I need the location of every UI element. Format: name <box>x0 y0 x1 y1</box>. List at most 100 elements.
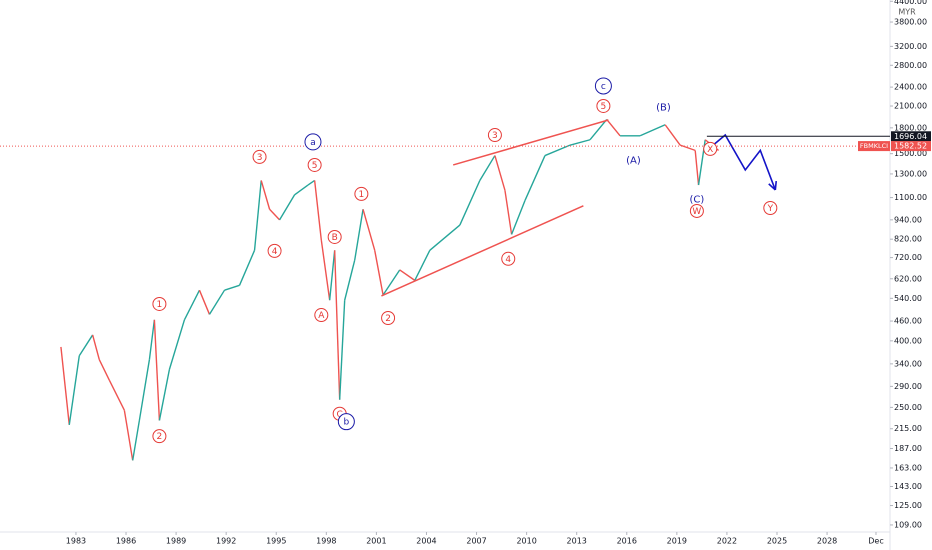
y-tick-label: 2400.00 <box>894 83 927 92</box>
x-tick-label: 2019 <box>667 537 687 546</box>
y-tick-label: 2100.00 <box>894 102 927 111</box>
x-tick-label: 1992 <box>216 537 236 546</box>
price-segment <box>148 319 156 360</box>
price-segment <box>589 119 608 141</box>
wave-label: b <box>343 418 349 428</box>
symbol-tag <box>858 141 890 152</box>
wave-circle <box>596 98 611 113</box>
price-segment <box>354 209 364 261</box>
price-segment <box>269 208 281 221</box>
price-segment <box>338 300 346 400</box>
x-tick-label: 1983 <box>66 537 86 546</box>
x-tick-label: 1989 <box>166 537 186 546</box>
y-tick-label: 940.00 <box>894 215 922 224</box>
price-segment <box>606 119 621 137</box>
wave-circle <box>763 201 778 216</box>
wave-circle <box>152 429 167 444</box>
x-tick-label: 2001 <box>366 537 386 546</box>
price-tag-label: 1582.52 <box>894 142 927 151</box>
projection-arrowhead <box>768 180 778 191</box>
wave-circle <box>594 77 612 95</box>
y-tick-label: 720.00 <box>894 253 922 262</box>
x-tick-label: 1998 <box>316 537 336 546</box>
y-tick-label: 1800.00 <box>894 123 927 132</box>
wave-label: c <box>601 82 606 92</box>
wave-label: W <box>692 207 701 217</box>
wave-label: C <box>337 410 343 420</box>
x-tick-label: 2028 <box>817 537 837 546</box>
y-tick-label: 1500.00 <box>894 149 927 158</box>
price-segment <box>183 289 201 321</box>
price-segment <box>253 180 262 251</box>
wave-circle <box>703 141 718 156</box>
wave-circle <box>381 310 396 325</box>
y-tick-label: 400.00 <box>894 336 922 345</box>
price-segment <box>168 319 186 370</box>
y-tick-label: 215.00 <box>894 424 922 433</box>
price-segment <box>224 284 240 291</box>
price-segment <box>78 334 94 357</box>
wave-circle <box>314 308 329 323</box>
y-tick-label: 460.00 <box>894 317 922 326</box>
wave-label: 4 <box>505 255 511 265</box>
price-segment <box>333 250 341 400</box>
x-tick-label: 2004 <box>416 537 436 546</box>
x-tick-label: Dec <box>868 537 883 546</box>
y-tick-label: 3800.00 <box>894 18 927 27</box>
price-segment <box>208 289 226 315</box>
y-tick-label: 4400.00 <box>894 0 927 6</box>
price-segment <box>382 269 401 296</box>
price-segment <box>91 334 100 360</box>
price-segment <box>138 359 151 421</box>
y-tick-label: 340.00 <box>894 359 922 368</box>
currency: MYR <box>898 8 916 17</box>
wave-circle <box>337 413 355 431</box>
wave-label: 5 <box>312 161 318 171</box>
wave-circle <box>327 229 342 244</box>
price-segment <box>278 194 296 221</box>
wave-circle <box>501 251 516 266</box>
wave-label: A <box>318 311 325 321</box>
wave-circle <box>689 203 704 218</box>
y-tick-label: 143.00 <box>894 482 922 491</box>
price-segment <box>664 124 681 146</box>
price-segment <box>414 250 431 281</box>
x-tick-label: 1986 <box>116 537 136 546</box>
y-tick-label: 250.00 <box>894 403 922 412</box>
price-segment <box>307 179 316 186</box>
price-segment <box>132 420 141 461</box>
price-segment <box>694 150 700 186</box>
y-tick-label: 187.00 <box>894 444 922 453</box>
wave-circle <box>252 149 267 164</box>
trendline <box>381 205 584 297</box>
wave-circle <box>487 128 502 143</box>
price-segment <box>108 379 125 411</box>
wave-label: (A) <box>626 155 641 166</box>
price-segment <box>494 155 506 191</box>
wave-label: 3 <box>257 153 263 163</box>
price-segment <box>479 155 496 181</box>
y-tick-label: 1300.00 <box>894 169 927 178</box>
price-segment <box>429 224 461 251</box>
price-segment <box>459 180 481 226</box>
wave-label: Y <box>767 204 774 214</box>
wave-label: B <box>332 233 338 243</box>
price-segment <box>98 359 110 381</box>
price-segment <box>320 239 331 301</box>
price-segment <box>68 355 80 425</box>
y-tick-label: 2800.00 <box>894 61 927 70</box>
y-tick-label: 163.00 <box>894 463 922 472</box>
y-tick-label: 109.00 <box>894 520 922 529</box>
wave-label: 1 <box>157 300 163 310</box>
wave-label: 3 <box>492 131 498 141</box>
price-tag <box>891 141 931 152</box>
price-segment <box>399 269 416 281</box>
price-segment <box>313 180 323 241</box>
price-segment <box>158 369 171 421</box>
wave-label: a <box>310 138 316 148</box>
x-tick-label: 1995 <box>266 537 286 546</box>
trendline <box>452 119 609 166</box>
price-segment <box>569 139 591 146</box>
